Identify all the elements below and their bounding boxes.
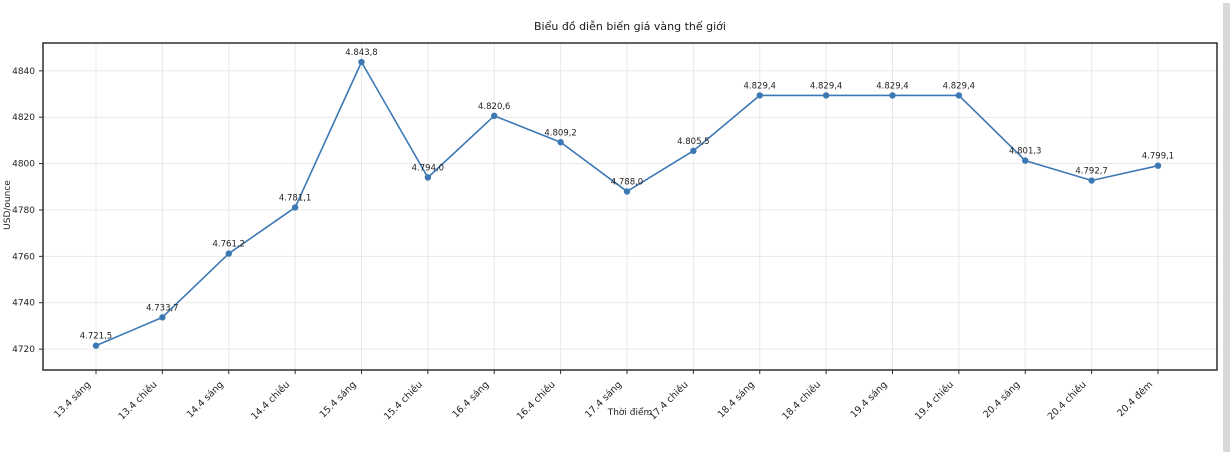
svg-text:4840: 4840	[12, 67, 35, 77]
svg-text:4740: 4740	[12, 299, 35, 309]
svg-text:4.820,6: 4.820,6	[478, 102, 510, 112]
svg-text:4.733,7: 4.733,7	[146, 303, 178, 313]
svg-text:4.829,4: 4.829,4	[876, 81, 908, 91]
svg-text:4.761,2: 4.761,2	[213, 240, 245, 250]
svg-text:4820: 4820	[12, 113, 35, 123]
svg-text:4760: 4760	[12, 252, 35, 262]
svg-text:4.799,1: 4.799,1	[1142, 152, 1174, 162]
x-axis-label: Thời điểm	[607, 408, 653, 418]
svg-text:4.809,2: 4.809,2	[544, 128, 576, 138]
svg-text:4.721,5: 4.721,5	[80, 332, 112, 342]
svg-text:4.781,1: 4.781,1	[279, 193, 311, 203]
svg-text:4.843,8: 4.843,8	[345, 48, 377, 58]
svg-text:4.792,7: 4.792,7	[1075, 167, 1107, 177]
svg-text:4.829,4: 4.829,4	[744, 81, 776, 91]
svg-text:4.805,5: 4.805,5	[677, 137, 709, 147]
svg-text:4.794,0: 4.794,0	[412, 164, 444, 174]
chart-title: Biểu đồ diễn biến giá vàng thế giới	[534, 20, 726, 33]
svg-text:4.788,0: 4.788,0	[611, 177, 643, 187]
svg-text:4.829,4: 4.829,4	[810, 81, 842, 91]
svg-text:4.829,4: 4.829,4	[943, 81, 975, 91]
svg-text:4800: 4800	[12, 160, 35, 170]
svg-text:4780: 4780	[12, 206, 35, 216]
svg-text:4720: 4720	[12, 345, 35, 355]
page-right-edge	[1223, 3, 1230, 452]
svg-text:4.801,3: 4.801,3	[1009, 147, 1041, 157]
